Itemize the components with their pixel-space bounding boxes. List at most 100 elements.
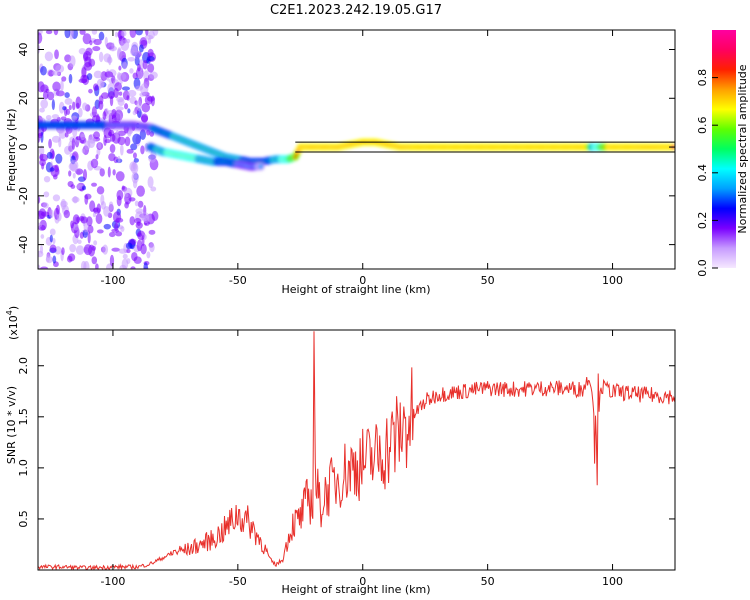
snr-y-scale-base: (x10 [7, 315, 20, 340]
noise-blob [136, 70, 143, 79]
noise-blob [95, 263, 99, 269]
noise-blob [120, 30, 127, 37]
reference-lines [295, 141, 675, 153]
noise-blob [49, 244, 57, 253]
noise-blob [92, 46, 101, 52]
noise-blob [44, 51, 54, 62]
noise-blob [151, 210, 159, 221]
noise-blob [122, 61, 128, 70]
snr-x-label: Height of straight line (km) [281, 583, 430, 596]
x-tick-label: 50 [481, 274, 495, 287]
noise-blob [107, 82, 116, 95]
noise-blob [129, 161, 138, 172]
noise-blob [96, 229, 104, 234]
noise-blob [49, 234, 53, 243]
colorbar-tick-label: 0.6 [696, 116, 709, 134]
y-tick-label: -40 [17, 236, 30, 254]
noise-blob [40, 66, 47, 76]
noise-blob [135, 221, 143, 229]
noise-blob [114, 31, 118, 38]
colorbar-ticks: 0.0 0.2 0.4 0.6 0.8 [696, 69, 718, 277]
x-tick-label: -100 [100, 575, 125, 588]
noise-blob [115, 217, 124, 223]
noise-blob [121, 185, 125, 190]
noise-blob [40, 99, 49, 109]
x-tick-label: -50 [229, 274, 247, 287]
noise-blob [81, 185, 87, 191]
noise-blob [126, 148, 134, 154]
noise-blob [88, 88, 93, 94]
noise-blob [114, 222, 119, 232]
noise-blob [142, 60, 148, 70]
noise-blob [38, 195, 41, 204]
spectrogram-x-label: Height of straight line (km) [281, 283, 430, 296]
noise-blob [73, 223, 79, 231]
noise-blob [148, 154, 157, 163]
noise-blob [147, 63, 155, 73]
noise-blob [125, 242, 133, 250]
spectrogram-y-ticks: -40 -20 0 20 40 [17, 43, 675, 254]
noise-blob [68, 73, 73, 84]
noise-blob [144, 95, 153, 105]
noise-blob [137, 63, 141, 72]
noise-blob [132, 152, 137, 159]
noise-scatter [38, 30, 159, 269]
noise-blob [108, 54, 112, 66]
noise-blob [82, 33, 92, 45]
ridge-core [258, 164, 264, 169]
noise-blob [68, 105, 72, 110]
snr-series-line [38, 331, 675, 570]
noise-blob [127, 89, 137, 97]
spectrogram-y-label: Frequency (Hz) [5, 109, 18, 192]
noise-blob [60, 116, 67, 121]
noise-blob [141, 102, 151, 113]
noise-blob [93, 240, 98, 246]
noise-blob [127, 56, 136, 62]
noise-blob [141, 113, 149, 123]
noise-blob [121, 258, 129, 269]
noise-blob [75, 136, 82, 141]
snr-y-ticks: 0.5 1.0 1.5 2.0 [17, 357, 675, 528]
noise-blob [43, 202, 49, 209]
x-tick-label: 100 [602, 575, 623, 588]
noise-blob [83, 50, 92, 61]
noise-blob [116, 96, 124, 103]
noise-blob [52, 81, 61, 92]
noise-blob [80, 133, 86, 141]
noise-blob [45, 115, 52, 120]
noise-blob [38, 32, 43, 44]
noise-blob [72, 214, 80, 225]
noise-blob [71, 196, 80, 203]
noise-blob [38, 145, 45, 157]
noise-blob [137, 232, 143, 237]
colorbar-tick-label: 0.0 [696, 259, 709, 277]
noise-blob [53, 30, 59, 36]
noise-blob [120, 226, 125, 232]
noise-blob [69, 244, 77, 253]
snr-y-scale: (x104) [5, 306, 20, 340]
noise-blob [120, 39, 130, 51]
noise-blob [56, 204, 60, 215]
noise-blob [76, 184, 84, 190]
noise-blob [60, 80, 64, 92]
noise-blob [135, 208, 144, 215]
noise-blob [122, 253, 128, 260]
x-tick-label: 0 [359, 575, 366, 588]
noise-blob [54, 49, 59, 60]
noise-blob [117, 155, 121, 164]
noise-blob [96, 203, 101, 214]
noise-blob [131, 41, 139, 53]
colorbar-tick-label: 0.4 [696, 164, 709, 182]
noise-blob [68, 170, 72, 177]
colorbar: 0.0 0.2 0.4 0.6 0.8 Normalized spectral ampl… [696, 30, 749, 277]
noise-blob [104, 71, 114, 78]
noise-blob [89, 200, 96, 212]
noise-blob [61, 76, 67, 82]
noise-blob [42, 91, 49, 100]
noise-blob [75, 96, 82, 109]
snr-y-label: SNR (10 * v/v) [5, 386, 18, 464]
noise-blob [51, 114, 60, 119]
noise-blob [108, 201, 114, 211]
noise-blob [52, 194, 61, 202]
